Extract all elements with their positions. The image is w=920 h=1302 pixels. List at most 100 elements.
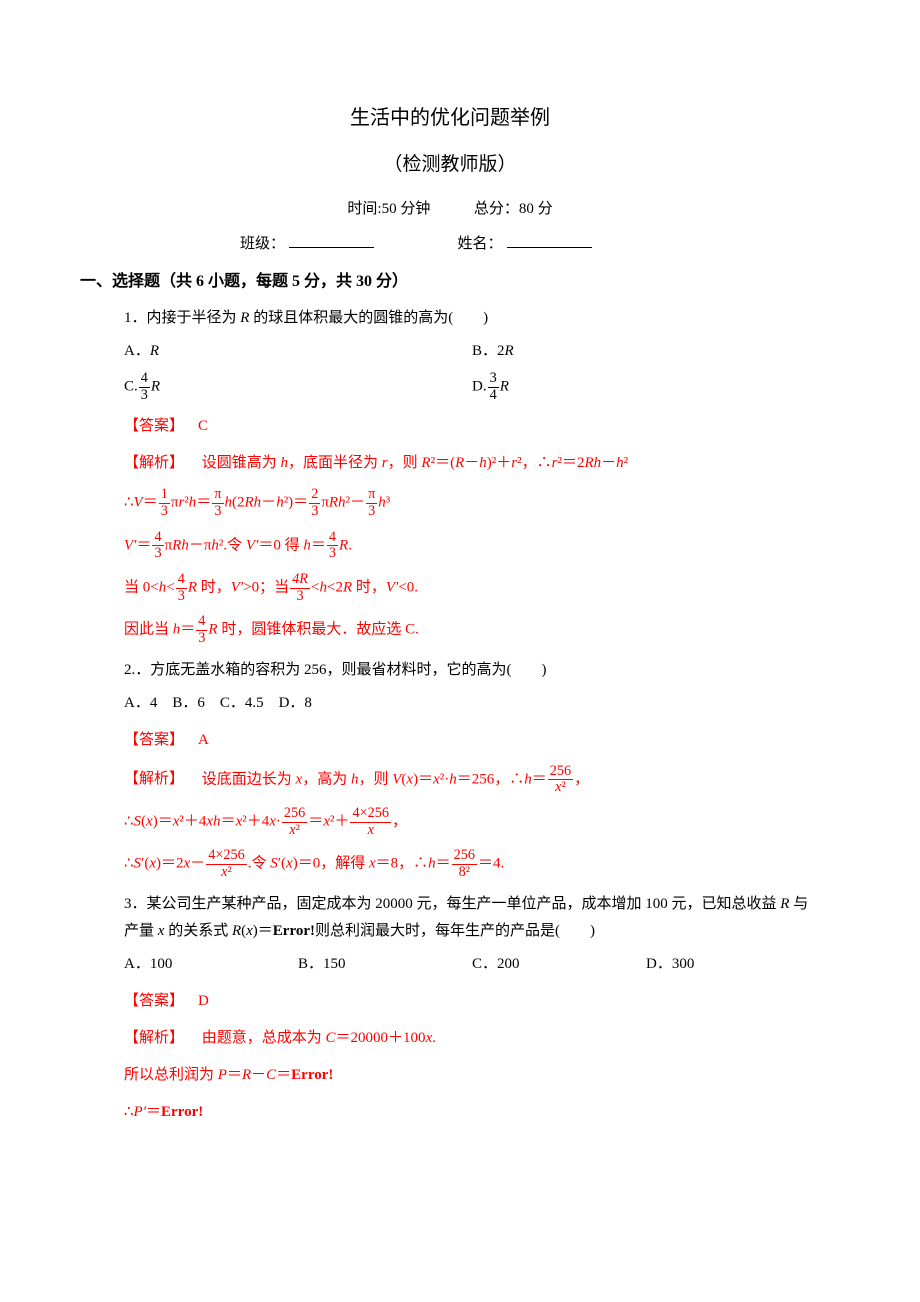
q1-l3-eq: ＝ <box>136 537 151 553</box>
q1-l1-g: － <box>601 455 616 471</box>
q1-optD-var: R <box>500 379 509 395</box>
q1-l1-c: ，则 <box>388 455 422 471</box>
q2-answer: 【答案】 A <box>124 727 820 754</box>
q3-optC[interactable]: C．200 <box>472 951 646 978</box>
q2-l3-S: S <box>134 856 142 872</box>
q1-l1-Rm: R <box>455 455 464 471</box>
q2-l2-d1s: ² <box>296 822 300 838</box>
q3-optB[interactable]: B．150 <box>298 951 472 978</box>
q1-stem-post: 的球且体积最大的圆锥的高为( ) <box>249 310 488 326</box>
q2-l3-h: ＝8，∴ <box>376 856 429 872</box>
q3-l1-a: 由题意，总成本为 <box>202 1030 326 1046</box>
q3-ans-val: D <box>198 993 209 1009</box>
q2-ans-label: 【答案】 <box>124 732 184 748</box>
q2-l2-a: ∴ <box>124 814 134 830</box>
q2-l1-g: ＝256，∴ <box>457 771 525 787</box>
q1-optD-num: 3 <box>488 371 499 387</box>
q1-optD-den: 4 <box>488 387 499 404</box>
q1-optA-pre: A． <box>124 343 150 359</box>
q1-l3-R: R <box>339 537 348 553</box>
q1-stem-pre: 1．内接于半径为 <box>124 310 240 326</box>
section-1-heading: 一、选择题（共 6 小题，每题 5 分，共 30 分） <box>80 268 820 297</box>
q2-stem: 2.．方底无盖水箱的容积为 256，则最省材料时，它的高为( ) <box>124 657 820 684</box>
q1-l1-d: )²＋ <box>487 455 512 471</box>
q1-l4-f: <2 <box>327 580 343 596</box>
q2-l1-dens: ² <box>561 779 565 795</box>
q3-l1-b: ＝20000＋100 <box>336 1030 426 1046</box>
q3-l2-d: ＝ <box>276 1067 291 1083</box>
q1-ans-label: 【答案】 <box>124 418 184 434</box>
doc-title: 生活中的优化问题举例 <box>80 100 820 136</box>
q3-l2-b: ＝ <box>227 1067 242 1083</box>
q1-l3-e: ＝ <box>311 537 326 553</box>
q1-l1-sq: ² <box>624 455 629 471</box>
q2-l1-b: ，高为 <box>302 771 351 787</box>
q1-l2-pi3: π <box>321 495 329 511</box>
q1-l4-d1: 3 <box>176 588 187 605</box>
q1-l5-d: 3 <box>196 630 207 647</box>
class-blank[interactable] <box>289 233 374 248</box>
score-label: 总分：80 分 <box>474 201 553 217</box>
q2-l3-n1: 4×256 <box>206 848 247 864</box>
q3-l1-c: . <box>432 1030 436 1046</box>
q1-l4-g: 时， <box>352 580 386 596</box>
q1-optC[interactable]: C.43R <box>124 371 472 403</box>
q2-ans-val: A <box>198 732 209 748</box>
q1-l4-h2: h <box>319 580 327 596</box>
q1-l2-m1: － <box>261 495 276 511</box>
q2-l3-n2: 256 <box>452 848 477 864</box>
q1-l3-c: ².令 <box>219 537 246 553</box>
q2-l3-c: )＝2 <box>156 856 184 872</box>
q2-l3-f: ′( <box>278 856 286 872</box>
q2-l3-d1s: ² <box>227 864 231 880</box>
q3-l2-err: Error! <box>291 1067 333 1083</box>
q1-l1-e: ²，∴ <box>517 455 552 471</box>
q2-l2-x: x <box>146 814 153 830</box>
q1-l5-b: ＝ <box>180 622 195 638</box>
q1-optD-pre: D. <box>472 379 487 395</box>
q2-l3-g: )＝0，解得 <box>293 856 369 872</box>
q2-l2-n2: 4×256 <box>350 806 391 822</box>
q1-optD[interactable]: D.34R <box>472 371 820 403</box>
q1-l4-d: >0；当 <box>243 580 289 596</box>
q1-l5-R: R <box>208 622 217 638</box>
name-blank[interactable] <box>507 233 592 248</box>
q3-answer: 【答案】D <box>124 988 820 1015</box>
q3-optD[interactable]: D．300 <box>646 951 820 978</box>
q3-stem-err: Error! <box>273 923 315 939</box>
q1-explanation: 【解析】 设圆锥高为 h，底面半径为 r，则 R²＝(R－h)²＋r²，∴r²＝… <box>124 450 820 646</box>
q2-l1-num: 256 <box>548 764 573 780</box>
q1-l2-n3: 2 <box>309 487 320 503</box>
q1-optA[interactable]: A．R <box>124 338 472 365</box>
q2-l2-x6: x <box>323 814 330 830</box>
q2-l3-d2: 8² <box>452 864 477 881</box>
meta-class-name: 班级： 姓名： <box>80 231 820 258</box>
q1-optC-num: 4 <box>139 371 150 387</box>
q2-l1-e: )＝ <box>413 771 433 787</box>
q1-l2-cube: ³ <box>386 495 391 511</box>
q3-l1-C: C <box>326 1030 336 1046</box>
q1-l4-V2: V′ <box>386 580 398 596</box>
q3-l2-C: C <box>266 1067 276 1083</box>
q1-l5-n: 4 <box>196 614 207 630</box>
q1-l3-Rh: Rh <box>172 537 189 553</box>
q1-l4-a: 当 0< <box>124 580 159 596</box>
q1-l3-n2: 4 <box>327 530 338 546</box>
q1-optA-var: R <box>150 343 159 359</box>
q1-l3-n1: 4 <box>152 530 163 546</box>
q2-opts[interactable]: A．4 B．6 C．4.5 D．8 <box>124 690 820 717</box>
q3-optA[interactable]: A．100 <box>124 951 298 978</box>
q2-l2-d2x: x <box>350 822 391 839</box>
q1-l2-sq2: ²－ <box>346 495 366 511</box>
q2-l2-x3: xh <box>206 814 220 830</box>
q2-exp-label: 【解析】 <box>124 771 184 787</box>
q1-l4-i: <0. <box>398 580 418 596</box>
q1-l3-V2: V′ <box>246 537 258 553</box>
q1-l4-R2: R <box>343 580 352 596</box>
doc-subtitle: （检测教师版） <box>80 148 820 182</box>
q1-l3-b: －π <box>189 537 212 553</box>
q2-l3-x: x <box>149 856 156 872</box>
q3-l2-P: P <box>218 1067 227 1083</box>
q1-optB[interactable]: B．2R <box>472 338 820 365</box>
q2-l1-a: 设底面边长为 <box>202 771 296 787</box>
